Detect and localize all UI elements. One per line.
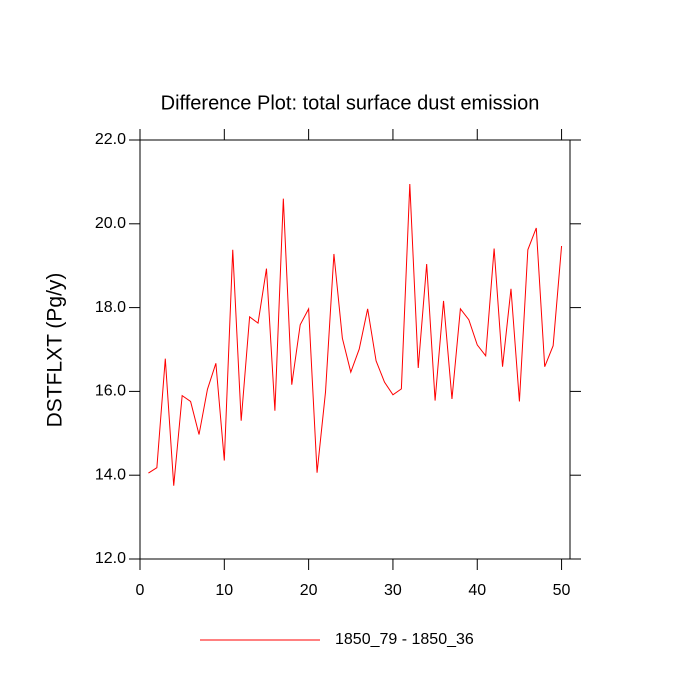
y-axis-label: DSTFLXT (Pg/y) (44, 273, 67, 428)
chart-title: Difference Plot: total surface dust emis… (161, 92, 540, 114)
y-tick-label: 16.0 (95, 383, 126, 400)
y-tick-label: 22.0 (95, 131, 126, 148)
y-tick-label: 18.0 (95, 299, 126, 316)
x-tick-label: 30 (384, 582, 402, 599)
legend-label: 1850_79 - 1850_36 (335, 631, 474, 648)
x-tick-label: 0 (136, 582, 145, 599)
x-tick-label: 40 (468, 582, 486, 599)
y-tick-label: 20.0 (95, 215, 126, 232)
y-tick-label: 12.0 (95, 550, 126, 567)
x-tick-label: 20 (300, 582, 318, 599)
y-tick-label: 14.0 (95, 466, 126, 483)
plot-frame (139, 139, 571, 560)
x-tick-label: 10 (215, 582, 233, 599)
x-tick-label: 50 (553, 582, 571, 599)
data-line (148, 183, 563, 486)
